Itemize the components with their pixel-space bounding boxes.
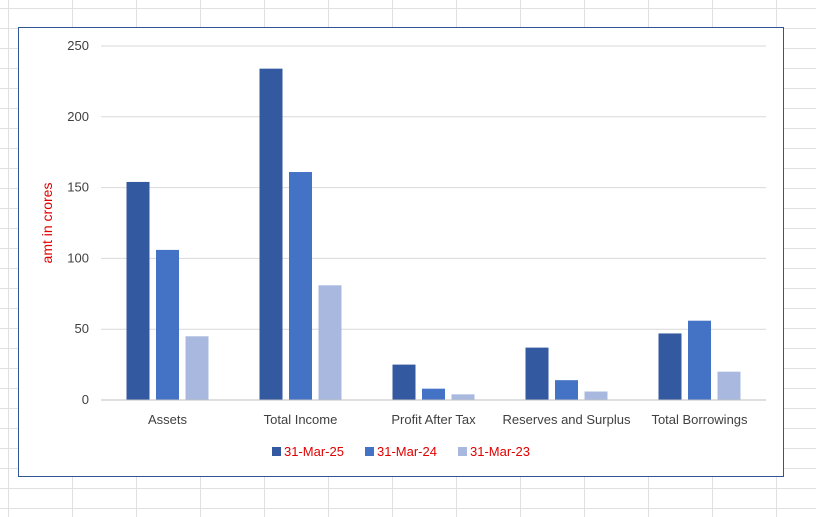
category-label: Reserves and Surplus	[503, 412, 631, 427]
legend-label: 31-Mar-25	[284, 444, 344, 459]
category-label: Assets	[148, 412, 188, 427]
bar-3-2[interactable]	[584, 391, 608, 400]
legend-swatch	[272, 447, 281, 456]
bar-2-0[interactable]	[392, 364, 416, 400]
category-label: Total Income	[264, 412, 338, 427]
bar-3-1[interactable]	[555, 380, 578, 400]
legend: 31-Mar-25 31-Mar-24 31-Mar-23	[272, 444, 530, 459]
bar-3-0[interactable]	[525, 347, 549, 400]
bar-2-1[interactable]	[422, 388, 445, 400]
y-tick-label: 50	[75, 321, 89, 336]
bar-4-1[interactable]	[688, 320, 711, 400]
bar-1-1[interactable]	[289, 172, 312, 400]
bar-chart: 0 50 100 150 200 250 Assets Total Income Profit…	[39, 38, 766, 459]
legend-swatch	[365, 447, 374, 456]
bar-2-2[interactable]	[451, 394, 475, 400]
bar-0-1[interactable]	[156, 249, 179, 400]
bar-4-2[interactable]	[717, 371, 741, 400]
y-tick-label: 0	[82, 392, 89, 407]
chart-area[interactable]: 0 50 100 150 200 250 Assets Total Income Profit…	[18, 27, 784, 477]
x-axis: Assets Total Income Profit After Tax Reserv…	[101, 399, 766, 427]
y-tick-label: 200	[67, 109, 89, 124]
legend-label: 31-Mar-24	[377, 444, 437, 459]
bar-0-0[interactable]	[126, 181, 150, 400]
category-label: Total Borrowings	[651, 412, 748, 427]
legend-label: 31-Mar-23	[470, 444, 530, 459]
bar-1-2[interactable]	[318, 285, 342, 400]
bar-1-0[interactable]	[259, 68, 283, 400]
y-axis-title: amt in crores	[39, 183, 55, 264]
bar-0-2[interactable]	[185, 336, 209, 400]
y-tick-label: 150	[67, 180, 89, 195]
bars	[126, 68, 741, 400]
y-tick-label: 100	[67, 250, 89, 265]
y-axis-ticks: 0 50 100 150 200 250	[67, 38, 89, 407]
bar-4-0[interactable]	[658, 333, 682, 400]
gridlines	[101, 45, 766, 330]
y-tick-label: 250	[67, 38, 89, 53]
legend-swatch	[458, 447, 467, 456]
category-label: Profit After Tax	[391, 412, 476, 427]
